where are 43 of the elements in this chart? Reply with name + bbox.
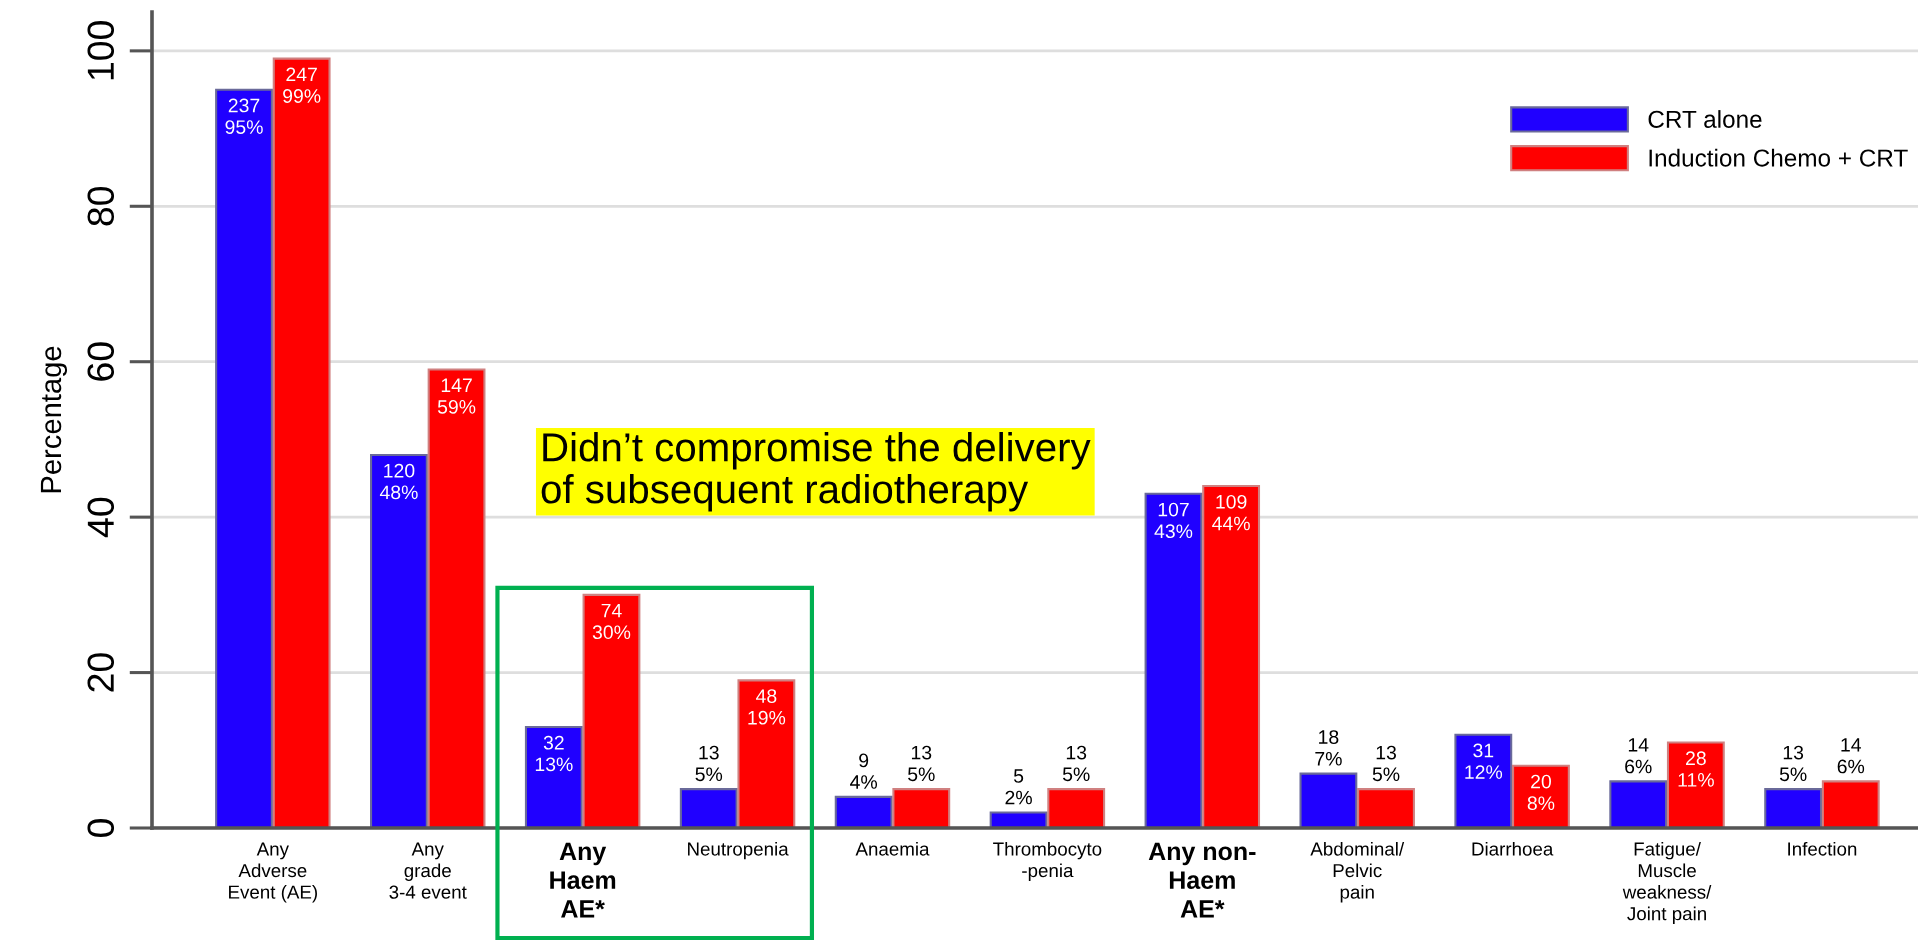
data-label: 31 12% — [1465, 743, 1503, 779]
data-label: 74 30% — [592, 603, 631, 640]
data-label: 14 6% — [1625, 738, 1652, 774]
x-tick-label: Thrombocyto -penia — [993, 841, 1102, 881]
y-tick-label: 0 — [87, 819, 115, 837]
x-tick-label: Diarrhoea — [1472, 841, 1554, 856]
x-tick-label: Anaemia — [855, 841, 930, 856]
y-tick-label: 60 — [87, 342, 115, 381]
x-tick-label: Any Haem AE* — [550, 842, 616, 918]
data-label: 14 6% — [1837, 738, 1865, 774]
x-tick-label: Fatigue/ Muscle weakness/ Joint pain — [1622, 841, 1712, 925]
x-tick-label: Any Adverse Event (AE) — [229, 842, 317, 903]
data-label: 32 13% — [535, 735, 573, 772]
x-tick-label: Infection — [1788, 841, 1857, 856]
data-label: 247 99% — [283, 67, 321, 103]
data-label: 147 59% — [437, 378, 476, 414]
data-label: 18 7% — [1315, 730, 1342, 766]
y-axis-title: Percentage — [40, 346, 68, 493]
legend-label: Induction Chemo + CRT — [1649, 148, 1908, 167]
x-tick-label: Any non- Haem AE* — [1148, 842, 1256, 918]
data-label: 5 2% — [1005, 769, 1032, 805]
legend-label: CRT alone — [1648, 110, 1762, 128]
data-label: 28 11% — [1678, 751, 1714, 787]
x-tick-label: Abdominal/ Pelvic pain — [1310, 841, 1405, 903]
data-label: 109 44% — [1212, 494, 1250, 531]
data-label: 13 5% — [1372, 745, 1400, 782]
x-tick-label: Any grade 3-4 event — [389, 842, 467, 899]
y-tick-label: 100 — [87, 21, 115, 80]
data-label: 237 95% — [225, 98, 263, 134]
x-tick-label: Neutropenia — [688, 841, 789, 860]
data-label: 48 19% — [748, 689, 786, 725]
data-label: 20 8% — [1527, 774, 1555, 811]
y-tick-label: 40 — [87, 497, 115, 538]
y-tick-label: 20 — [87, 653, 115, 692]
data-label: 107 43% — [1154, 502, 1193, 539]
data-label: 13 5% — [908, 745, 935, 782]
data-label: 120 48% — [379, 463, 418, 500]
data-label: 13 5% — [1779, 745, 1807, 782]
data-label: 9 4% — [850, 753, 878, 789]
data-label: 13 5% — [695, 745, 723, 782]
data-label: 13 5% — [1062, 745, 1090, 782]
annotation: Didn’t compromise the delivery of subsequent radiotherapy — [541, 432, 1091, 512]
y-tick-label: 80 — [87, 186, 115, 226]
